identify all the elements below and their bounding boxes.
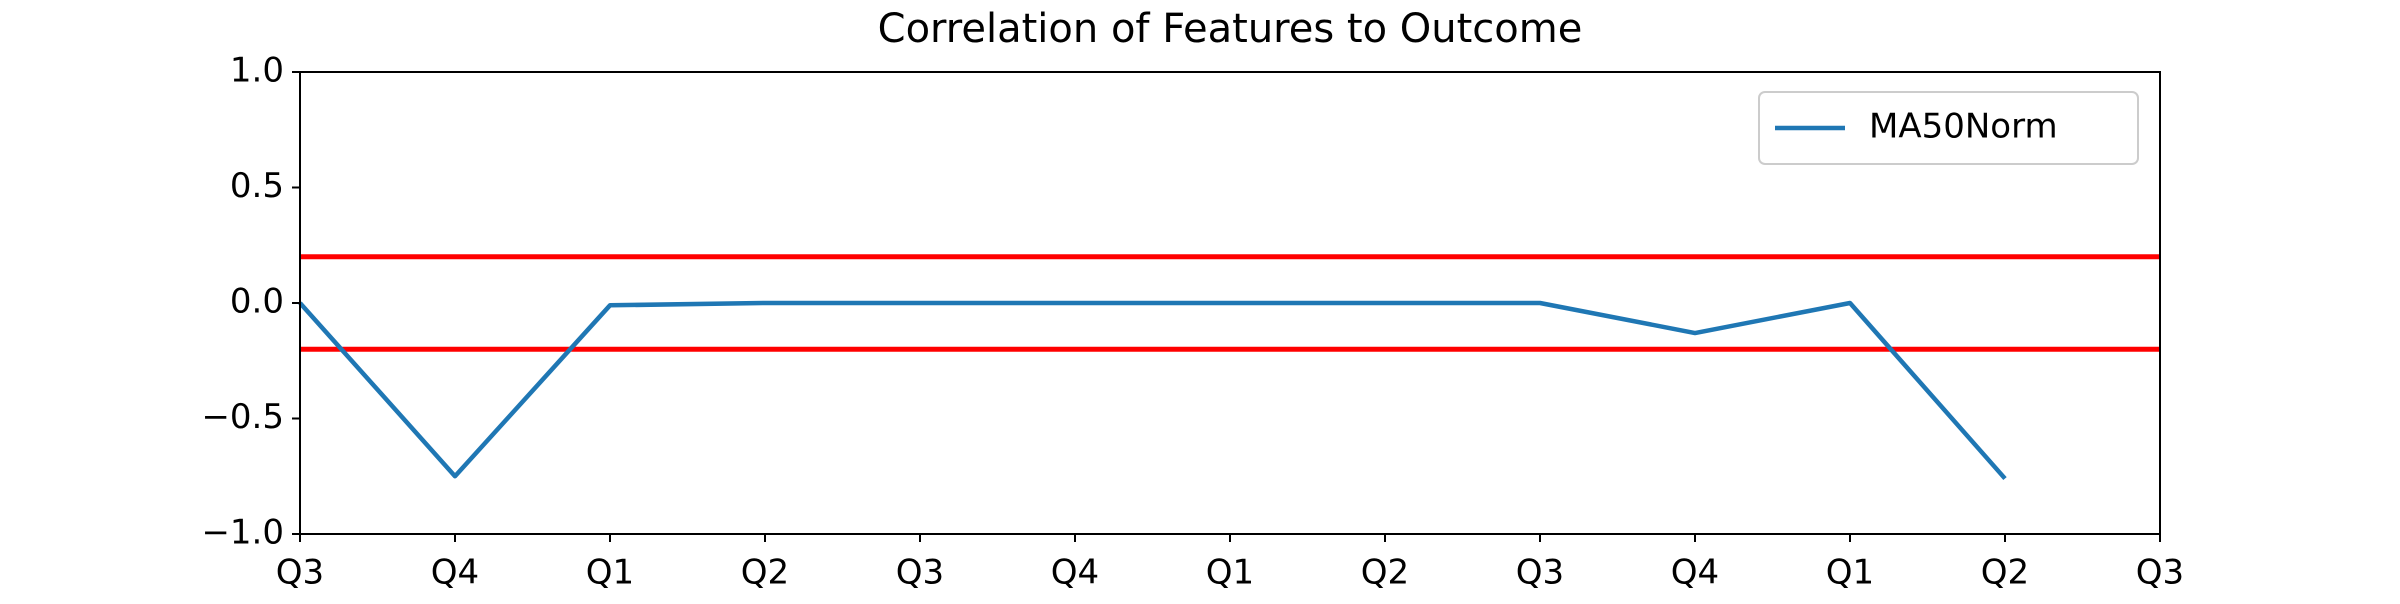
x-tick-label: Q3 <box>1516 553 1564 593</box>
plot-frame <box>299 71 2161 535</box>
x-tick-label: Q2 <box>1981 553 2029 593</box>
chart-title: Correlation of Features to Outcome <box>878 6 1583 52</box>
x-tick-label: Q4 <box>431 553 479 593</box>
y-tick-label: 0.0 <box>230 282 284 322</box>
y-tick-label: −0.5 <box>201 397 284 437</box>
x-tick-label: Q3 <box>2136 553 2184 593</box>
x-tick-label: Q1 <box>1206 553 1254 593</box>
x-tick-label: Q3 <box>896 553 944 593</box>
y-tick-label: 0.5 <box>230 166 284 206</box>
y-tick-label: 1.0 <box>230 51 284 91</box>
x-tick-label: Q2 <box>741 553 789 593</box>
data-line <box>298 300 2007 481</box>
y-tick-label: −1.0 <box>201 513 284 553</box>
x-tick-label: Q1 <box>586 553 634 593</box>
x-tick-label: Q4 <box>1051 553 1099 593</box>
legend-box <box>1758 91 2139 165</box>
x-tick-label: Q3 <box>276 553 324 593</box>
x-tick-label: Q2 <box>1361 553 1409 593</box>
x-tick-label: Q1 <box>1826 553 1874 593</box>
x-tick-label: Q4 <box>1671 553 1719 593</box>
legend-label: MA50Norm <box>1869 107 2058 147</box>
